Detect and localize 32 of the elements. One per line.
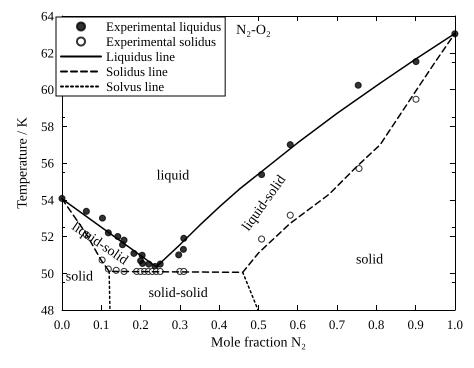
x-tick-label: 0.8 — [368, 317, 384, 332]
x-tick-label: 0.5 — [250, 317, 267, 332]
x-tick-label: 0.3 — [172, 317, 188, 332]
y-tick-label: 48 — [41, 302, 54, 318]
x-tick-label: 0.1 — [93, 317, 110, 332]
legend-label: Solvus line — [106, 79, 164, 94]
x-axis-title: Mole fraction N₂ — [210, 336, 306, 350]
y-tick-label: 52 — [41, 229, 54, 244]
annotation: N₂-O₂ — [236, 23, 271, 38]
y-tick-label: 62 — [41, 45, 54, 60]
y-tick-label: 54 — [41, 192, 54, 208]
legend-label: Liquidus line — [106, 49, 176, 64]
legend-label: Solidus line — [106, 64, 168, 79]
y-axis-title: Temperature / K — [16, 117, 30, 209]
x-tick-label: 0.4 — [211, 317, 228, 332]
y-tick-label: 56 — [41, 156, 54, 170]
annotation: solid-solid — [148, 286, 208, 302]
y-tick-label: 58 — [41, 118, 54, 134]
annotation: solid — [66, 269, 94, 284]
x-tick-label: 0.0 — [54, 317, 70, 332]
annotation: solid — [356, 252, 384, 268]
annotation: liquid — [156, 168, 190, 184]
x-tick-label: 0.9 — [407, 317, 424, 332]
x-tick-label: 0.2 — [132, 317, 149, 332]
y-tick-label: 50 — [41, 266, 54, 281]
x-tick-label: 0.6 — [290, 317, 306, 332]
legend-label: Experimental solidus — [106, 34, 216, 49]
legend-label: Experimental liquidus — [106, 19, 222, 34]
y-tick-label: 64 — [41, 8, 54, 24]
y-tick-label: 60 — [41, 82, 54, 97]
x-tick-label: 0.7 — [328, 317, 346, 332]
x-tick-label: 1.0 — [446, 317, 463, 332]
